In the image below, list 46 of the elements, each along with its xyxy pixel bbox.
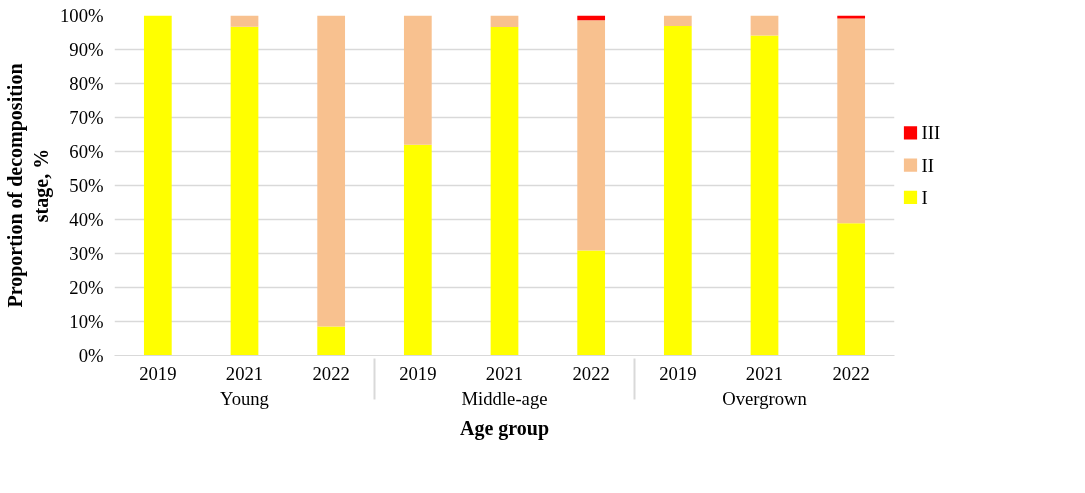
y-tick-label: 10% — [69, 311, 104, 332]
bar — [490, 15, 519, 28]
x-tick-label: 2021 — [745, 362, 784, 384]
bar — [317, 15, 346, 327]
y-tick-label: 0% — [78, 345, 104, 366]
bar — [750, 15, 779, 36]
bar — [577, 250, 606, 356]
x-tick-label: 2019 — [399, 362, 437, 384]
bar — [230, 15, 259, 27]
y-tick-label: 80% — [69, 73, 104, 94]
y-tick-label: 20% — [69, 277, 104, 298]
y-tick-label: 40% — [69, 209, 104, 230]
x-tick-label: 2022 — [312, 362, 350, 384]
x-tick-label: 2022 — [572, 362, 610, 384]
x-tick-label: 2021 — [225, 362, 264, 384]
bar — [750, 35, 779, 356]
x-tick-label: 2022 — [832, 362, 870, 384]
text: Middle-age — [461, 387, 548, 409]
y-tick-label: 100% — [59, 5, 104, 26]
bar — [317, 326, 346, 356]
y-axis-title: Proportion of decomposition stage, % — [3, 63, 53, 308]
legend-label: III — [921, 122, 941, 144]
x-tick-label: 2019 — [659, 362, 697, 384]
bar — [143, 15, 172, 356]
y-tick-label: 70% — [69, 107, 104, 128]
x-tick-label: 2021 — [485, 362, 524, 384]
bar — [837, 18, 866, 224]
x-axis-title: Age group — [459, 416, 550, 440]
bar — [403, 15, 432, 145]
y-tick-label: 90% — [69, 39, 104, 60]
y-tick-label: 50% — [69, 175, 104, 196]
text: Young — [220, 387, 269, 409]
bar — [837, 15, 866, 19]
legend-label: I — [921, 186, 928, 208]
bar — [837, 223, 866, 356]
bar — [663, 15, 692, 27]
bar — [403, 144, 432, 356]
text: Overgrown — [722, 387, 808, 409]
y-tick-label: 30% — [69, 243, 104, 264]
bar — [577, 20, 606, 251]
x-tick-label: 2019 — [139, 362, 177, 384]
bar — [663, 26, 692, 356]
y-tick-label: 60% — [69, 141, 104, 162]
bar — [490, 27, 519, 356]
legend-label: II — [921, 154, 934, 176]
bar — [230, 26, 259, 356]
